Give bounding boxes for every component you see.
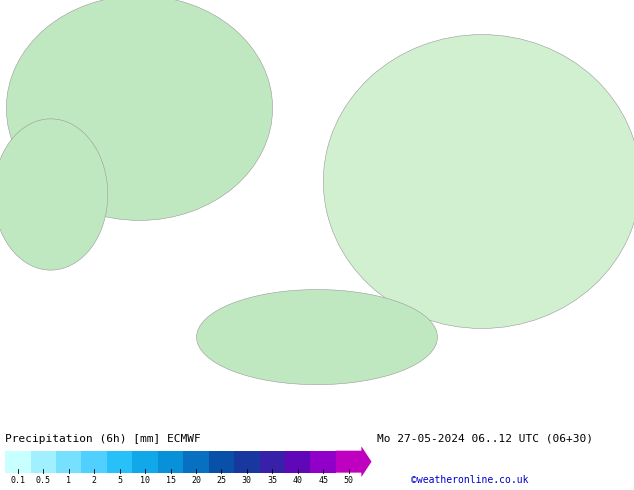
Text: 40: 40 [293,476,303,485]
Ellipse shape [0,119,108,270]
Text: 30: 30 [242,476,252,485]
Ellipse shape [323,35,634,328]
Text: 2: 2 [92,476,96,485]
Bar [209,451,234,473]
Text: Mo 27-05-2024 06..12 UTC (06+30): Mo 27-05-2024 06..12 UTC (06+30) [377,434,593,444]
Bar [234,451,259,473]
Text: 0.5: 0.5 [36,476,51,485]
Bar [285,451,311,473]
Bar [133,451,158,473]
Ellipse shape [6,0,273,220]
Bar [311,451,336,473]
Text: 10: 10 [140,476,150,485]
Text: Precipitation (6h) [mm] ECMWF: Precipitation (6h) [mm] ECMWF [5,434,201,444]
Text: 0.1: 0.1 [10,476,25,485]
FancyArrow shape [336,446,372,477]
Bar [107,451,133,473]
Text: 15: 15 [165,476,176,485]
Ellipse shape [197,290,437,385]
Text: ©weatheronline.co.uk: ©weatheronline.co.uk [411,475,528,486]
Text: 50: 50 [344,476,354,485]
Bar [158,451,183,473]
Bar [30,451,56,473]
Text: 20: 20 [191,476,201,485]
Text: 45: 45 [318,476,328,485]
Text: 1: 1 [66,476,71,485]
Text: 25: 25 [216,476,226,485]
Bar [5,451,30,473]
Text: 5: 5 [117,476,122,485]
Text: 35: 35 [268,476,277,485]
Bar [56,451,81,473]
Bar [183,451,209,473]
Bar [81,451,107,473]
Bar [259,451,285,473]
